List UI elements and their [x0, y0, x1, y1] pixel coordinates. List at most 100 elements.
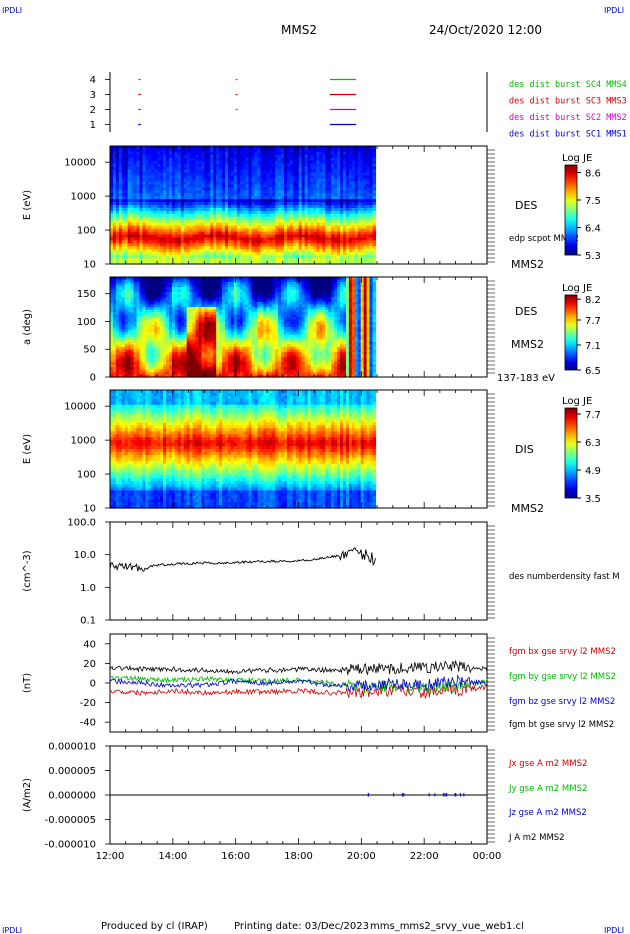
des_energy-cell [118, 249, 123, 253]
des_pitch-cell [180, 362, 185, 366]
des_energy-cell [183, 205, 188, 209]
des_energy-cell [227, 202, 232, 206]
des_energy-cell [183, 255, 188, 259]
des_pitch-cell [168, 302, 173, 306]
des_pitch-cell [110, 284, 114, 288]
des_energy-cell [260, 252, 264, 256]
des_energy-cell [281, 234, 285, 239]
des_energy-cell [340, 234, 344, 239]
des_energy-cell [242, 210, 247, 215]
des_energy-cell [301, 205, 306, 209]
des_energy-cell [298, 193, 303, 197]
des_energy-cell [366, 196, 371, 200]
des_energy-cell [157, 243, 161, 247]
des_pitch-cell [183, 322, 188, 326]
des_pitch-cell [110, 349, 114, 353]
des_energy-cell [304, 146, 309, 150]
des_pitch-cell [139, 364, 144, 368]
des_energy-cell [160, 193, 164, 197]
des_pitch-cell [136, 344, 141, 348]
des_pitch-cell [186, 364, 191, 368]
des_energy-cell [372, 166, 377, 171]
des_energy-cell [357, 154, 362, 159]
des_energy-cell [325, 207, 329, 212]
des_energy-cell [278, 160, 282, 165]
des_energy-cell [292, 240, 297, 244]
des_energy-cell [210, 193, 214, 197]
des_energy-cell [160, 151, 164, 156]
des_energy-cell [186, 243, 191, 247]
des_energy-cell [257, 261, 262, 265]
des_pitch-cell [189, 309, 194, 313]
des_energy-cell [278, 225, 282, 230]
des_pitch-cell [127, 294, 132, 298]
des_energy-cell [236, 228, 241, 233]
des_pitch-cell [186, 317, 191, 321]
des_energy-cell [195, 222, 200, 227]
des_pitch-cell [130, 347, 135, 351]
des_pitch-cell [195, 312, 200, 316]
des_energy-cell [110, 216, 114, 221]
des_energy-cell [334, 193, 338, 197]
des_energy-colorbar-tick: 6.4 [585, 224, 601, 235]
des_energy-cell [180, 210, 185, 215]
des_pitch-cell [139, 337, 144, 341]
des_energy-cell [219, 246, 223, 250]
des_energy-cell [160, 243, 164, 247]
des_energy-cell [127, 175, 132, 180]
des_pitch-cell [112, 347, 117, 351]
des_energy-cell [245, 169, 250, 174]
des_energy-cell [239, 181, 244, 185]
des_energy-cell [313, 205, 318, 209]
des_energy-cell [316, 178, 321, 182]
des_energy-cell [145, 151, 149, 156]
des_energy-cell [204, 178, 208, 182]
des_energy-cell [236, 151, 241, 156]
des_energy-cell [351, 210, 356, 215]
des_pitch-cell [195, 374, 200, 378]
des_energy-cell [284, 243, 288, 247]
des_energy-cell [331, 258, 335, 262]
des_energy-cell [369, 196, 374, 200]
des_energy-cell [171, 175, 176, 180]
des_energy-cell [295, 228, 300, 233]
des_pitch-cell [115, 372, 120, 376]
des_energy-cell [298, 151, 303, 156]
des_pitch-cell [115, 332, 120, 336]
des_energy-cell [325, 166, 329, 171]
des_energy-cell [163, 207, 167, 212]
des_energy-cell [245, 151, 250, 156]
des_energy-cell [310, 175, 315, 180]
des_energy-cell [251, 243, 256, 247]
des_pitch-cell [154, 289, 158, 293]
des_energy-cell [139, 216, 144, 221]
des_energy-cell [112, 225, 117, 230]
des_energy-cell [145, 225, 149, 230]
des_energy-cell [142, 163, 146, 168]
des_pitch-cell [160, 282, 164, 286]
des_pitch-cell [180, 337, 185, 341]
des_pitch-cell [166, 344, 170, 348]
des_energy-cell [157, 255, 161, 259]
des_energy-cell [366, 246, 371, 250]
des_energy-cell [227, 237, 232, 241]
des_energy-cell [225, 166, 229, 171]
des_energy-cell [357, 196, 362, 200]
des_pitch-cell [192, 349, 197, 353]
des_energy-cell [124, 243, 129, 247]
des_pitch-cell [198, 304, 203, 308]
des_energy-cell [168, 196, 173, 200]
des_pitch-cell [163, 317, 167, 321]
des_energy-cell [171, 160, 176, 165]
des_energy-cell [322, 166, 326, 171]
des_pitch-cell [133, 329, 138, 333]
des_pitch-cell [133, 277, 138, 281]
des_energy-cell [328, 160, 332, 165]
des_pitch-cell [174, 359, 179, 363]
des_energy-cell [136, 196, 141, 200]
des_energy-cell [216, 246, 220, 250]
des_energy-cell [210, 184, 214, 188]
des_pitch-cell [183, 312, 188, 316]
des_energy-cell [192, 190, 197, 194]
des_energy-cell [192, 255, 197, 259]
